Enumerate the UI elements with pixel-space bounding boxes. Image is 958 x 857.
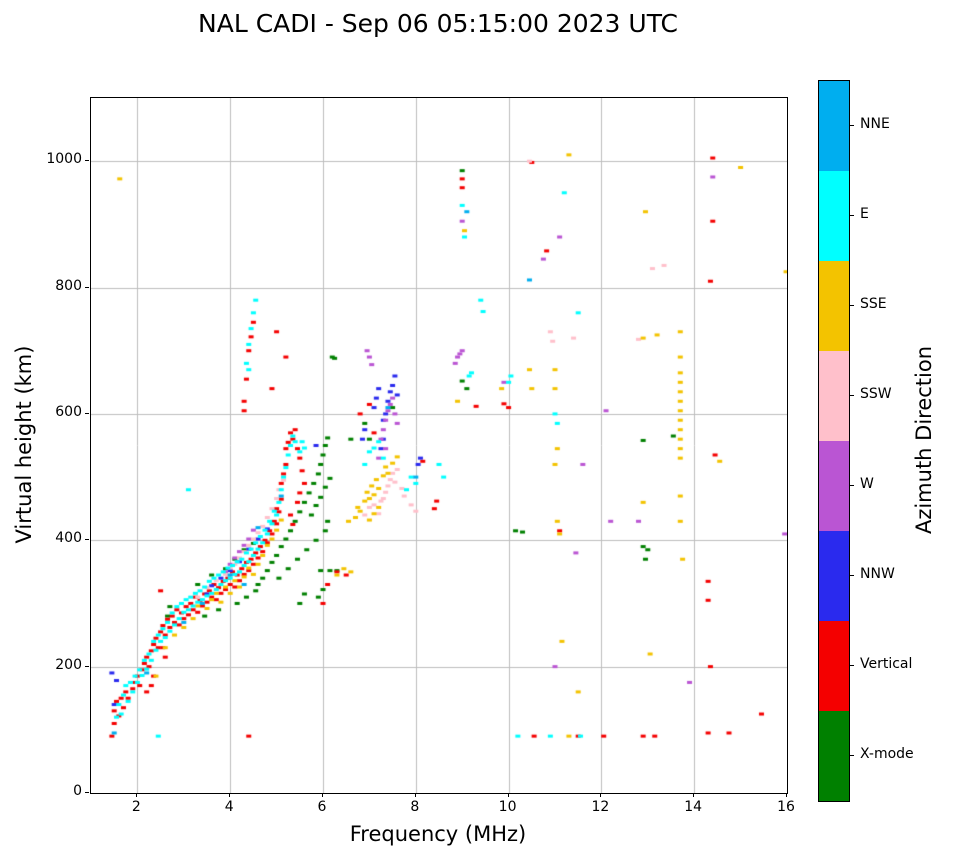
x-tick-mark [136,793,137,797]
colorbar-segment-sse [819,261,849,351]
y-tick-mark [85,413,89,414]
y-axis-label: Virtual height (km) [12,345,36,544]
colorbar-tick-label-e: E [860,206,869,222]
plot-area [90,97,788,794]
y-tick-label: 800 [55,277,82,294]
y-tick-mark [85,792,89,793]
x-tick-mark [786,793,787,797]
y-tick-label: 200 [55,656,82,673]
x-tick-label: 6 [317,799,327,815]
y-tick-label: 1000 [46,151,82,168]
colorbar-tick-label-nne: NNE [860,116,890,132]
y-tick-mark [85,160,89,161]
x-tick-label: 16 [777,799,795,815]
colorbar-tick-label-vertical: Vertical [860,656,913,672]
y-tick-label: 400 [55,530,82,547]
x-axis-label: Frequency (MHz) [349,822,527,846]
colorbar-segment-vertical [819,621,849,711]
scatter-canvas [91,98,787,793]
colorbar-tick-label-w: W [860,476,874,492]
y-tick-mark [85,666,89,667]
colorbar-tick-mark [850,215,854,216]
y-tick-label: 600 [55,403,82,420]
x-tick-mark [415,793,416,797]
x-tick-mark [229,793,230,797]
x-tick-label: 2 [131,799,141,815]
y-tick-mark [85,287,89,288]
colorbar-axis-label: Azimuth Direction [912,345,936,535]
colorbar-tick-mark [850,575,854,576]
x-tick-label: 14 [684,799,703,815]
x-tick-label: 12 [591,799,610,815]
chart-title: NAL CADI - Sep 06 05:15:00 2023 UTC [198,9,678,38]
x-tick-mark [600,793,601,797]
colorbar-tick-label-x-mode: X-mode [860,746,914,762]
colorbar-segment-nnw [819,531,849,621]
colorbar-tick-label-sse: SSE [860,296,887,312]
colorbar-segment-ssw [819,351,849,441]
colorbar-tick-mark [850,395,854,396]
colorbar-tick-mark [850,485,854,486]
x-tick-label: 10 [498,799,517,815]
x-tick-label: 4 [224,799,234,815]
y-tick-mark [85,539,89,540]
x-tick-mark [693,793,694,797]
colorbar-segment-x-mode [819,711,849,801]
colorbar-segment-w [819,441,849,531]
colorbar-tick-label-nnw: NNW [860,566,895,582]
colorbar-segment-e [819,171,849,261]
colorbar-tick-label-ssw: SSW [860,386,892,402]
colorbar-tick-mark [850,305,854,306]
x-tick-label: 8 [410,799,420,815]
y-tick-label: 0 [73,783,82,799]
colorbar [818,80,850,802]
colorbar-tick-mark [850,125,854,126]
x-tick-mark [508,793,509,797]
colorbar-segment-nne [819,81,849,171]
colorbar-tick-mark [850,755,854,756]
colorbar-tick-mark [850,665,854,666]
x-tick-mark [322,793,323,797]
